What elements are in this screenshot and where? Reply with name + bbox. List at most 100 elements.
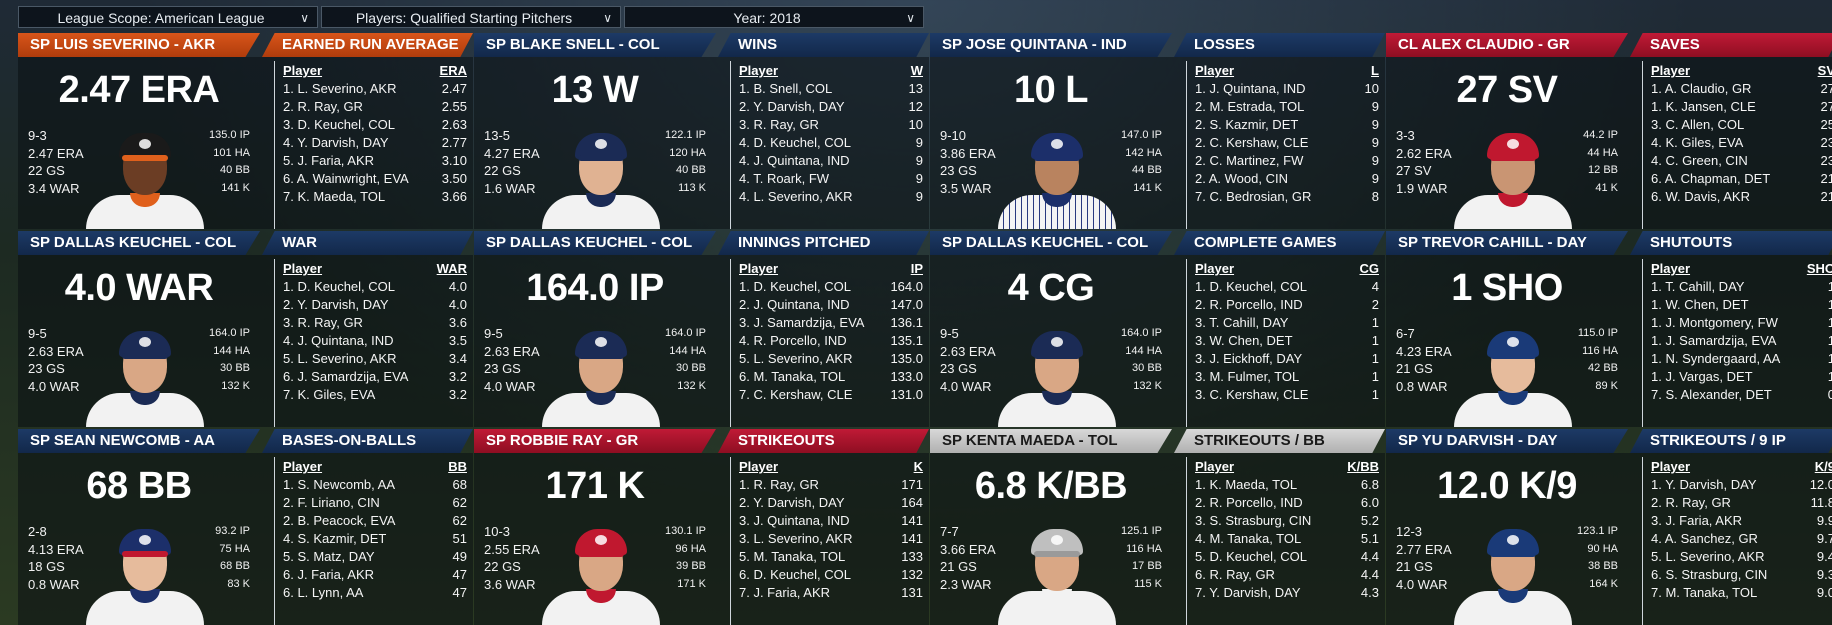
player-portrait[interactable] bbox=[542, 521, 660, 625]
table-row[interactable]: 1. T. Cahill, DAY 1 bbox=[1651, 278, 1832, 296]
table-row[interactable]: 1. J. Montgomery, FW 1 bbox=[1651, 314, 1832, 332]
table-row[interactable]: 2. C. Kershaw, CLE 9 bbox=[1195, 134, 1385, 152]
table-row[interactable]: 3. W. Chen, DET 1 bbox=[1195, 332, 1385, 350]
table-row[interactable]: 4. R. Porcello, IND 135.1 bbox=[739, 332, 929, 350]
table-row[interactable]: 4. K. Giles, EVA 23 bbox=[1651, 134, 1832, 152]
table-row[interactable]: 1. B. Snell, COL 13 bbox=[739, 80, 929, 98]
featured-player-header[interactable]: SP DALLAS KEUCHEL - COL bbox=[930, 231, 1172, 255]
leader-card[interactable]: SP LUIS SEVERINO - AKR EARNED RUN AVERAGE… bbox=[18, 33, 473, 229]
table-row[interactable]: 2. C. Martinez, FW 9 bbox=[1195, 152, 1385, 170]
table-row[interactable]: 1. D. Keuchel, COL 4.0 bbox=[283, 278, 473, 296]
table-row[interactable]: 4. Y. Darvish, DAY 2.77 bbox=[283, 134, 473, 152]
table-row[interactable]: 1. Y. Darvish, DAY 12.0 bbox=[1651, 476, 1832, 494]
table-row[interactable]: 3. J. Quintana, IND 141 bbox=[739, 512, 929, 530]
table-row[interactable]: 3. D. Keuchel, COL 2.63 bbox=[283, 116, 473, 134]
table-row[interactable]: 1. J. Vargas, DET 1 bbox=[1651, 368, 1832, 386]
player-portrait[interactable] bbox=[1454, 125, 1572, 229]
table-row[interactable]: 6. A. Wainwright, EVA 3.50 bbox=[283, 170, 473, 188]
table-row[interactable]: 1. R. Ray, GR 171 bbox=[739, 476, 929, 494]
featured-player-header[interactable]: SP DALLAS KEUCHEL - COL bbox=[474, 231, 716, 255]
leader-card[interactable]: SP SEAN NEWCOMB - AA BASES-ON-BALLS 68 BB 2… bbox=[18, 429, 473, 625]
player-portrait[interactable] bbox=[86, 521, 204, 625]
table-row[interactable]: 1. L. Severino, AKR 2.47 bbox=[283, 80, 473, 98]
table-row[interactable]: 4. C. Green, CIN 23 bbox=[1651, 152, 1832, 170]
table-row[interactable]: 6. M. Tanaka, TOL 133.0 bbox=[739, 368, 929, 386]
table-row[interactable]: 5. M. Tanaka, TOL 133 bbox=[739, 548, 929, 566]
table-row[interactable]: 6. J. Faria, AKR 47 bbox=[283, 566, 473, 584]
table-row[interactable]: 6. W. Davis, AKR 21 bbox=[1651, 188, 1832, 206]
table-row[interactable]: 4. A. Sanchez, GR 9.7 bbox=[1651, 530, 1832, 548]
table-row[interactable]: 4. S. Kazmir, DET 51 bbox=[283, 530, 473, 548]
table-row[interactable]: 6. A. Chapman, DET 21 bbox=[1651, 170, 1832, 188]
leader-card[interactable]: SP DALLAS KEUCHEL - COL WAR 4.0 WAR 9-5 2.63… bbox=[18, 231, 473, 427]
featured-player-header[interactable]: SP YU DARVISH - DAY bbox=[1386, 429, 1628, 453]
table-row[interactable]: 3. C. Allen, COL 25 bbox=[1651, 116, 1832, 134]
featured-player-header[interactable]: SP BLAKE SNELL - COL bbox=[474, 33, 716, 57]
table-row[interactable]: 7. J. Faria, AKR 131 bbox=[739, 584, 929, 602]
table-row[interactable]: 1. N. Syndergaard, AA 1 bbox=[1651, 350, 1832, 368]
table-row[interactable]: 2. A. Wood, CIN 9 bbox=[1195, 170, 1385, 188]
table-row[interactable]: 6. J. Samardzija, EVA 3.2 bbox=[283, 368, 473, 386]
table-row[interactable]: 3. L. Severino, AKR 141 bbox=[739, 530, 929, 548]
table-row[interactable]: 1. D. Keuchel, COL 164.0 bbox=[739, 278, 929, 296]
table-row[interactable]: 2. M. Estrada, TOL 9 bbox=[1195, 98, 1385, 116]
table-row[interactable]: 3. R. Ray, GR 10 bbox=[739, 116, 929, 134]
table-row[interactable]: 3. J. Eickhoff, DAY 1 bbox=[1195, 350, 1385, 368]
leader-card[interactable]: SP KENTA MAEDA - TOL STRIKEOUTS / BB 6.8 K… bbox=[930, 429, 1385, 625]
leader-card[interactable]: SP TREVOR CAHILL - DAY SHUTOUTS 1 SHO 6-7 4.… bbox=[1386, 231, 1832, 427]
table-row[interactable]: 3. C. Kershaw, CLE 1 bbox=[1195, 386, 1385, 404]
league-scope-dropdown[interactable]: League Scope: American League ∨ bbox=[18, 6, 318, 28]
table-row[interactable]: 2. R. Porcello, IND 2 bbox=[1195, 296, 1385, 314]
table-row[interactable]: 3. J. Samardzija, EVA 136.1 bbox=[739, 314, 929, 332]
table-row[interactable]: 5. D. Keuchel, COL 4.4 bbox=[1195, 548, 1385, 566]
table-row[interactable]: 7. C. Kershaw, CLE 131.0 bbox=[739, 386, 929, 404]
table-row[interactable]: 5. J. Faria, AKR 3.10 bbox=[283, 152, 473, 170]
table-row[interactable]: 1. W. Chen, DET 1 bbox=[1651, 296, 1832, 314]
leader-card[interactable]: SP DALLAS KEUCHEL - COL COMPLETE GAMES 4 C… bbox=[930, 231, 1385, 427]
table-row[interactable]: 4. J. Quintana, IND 9 bbox=[739, 152, 929, 170]
player-portrait[interactable] bbox=[542, 125, 660, 229]
table-row[interactable]: 1. S. Newcomb, AA 68 bbox=[283, 476, 473, 494]
leader-card[interactable]: SP DALLAS KEUCHEL - COL INNINGS PITCHED 16… bbox=[474, 231, 929, 427]
featured-player-header[interactable]: SP LUIS SEVERINO - AKR bbox=[18, 33, 260, 57]
leader-card[interactable]: SP YU DARVISH - DAY STRIKEOUTS / 9 IP 12.0… bbox=[1386, 429, 1832, 625]
player-portrait[interactable] bbox=[542, 323, 660, 427]
player-portrait[interactable] bbox=[86, 125, 204, 229]
featured-player-header[interactable]: CL ALEX CLAUDIO - GR bbox=[1386, 33, 1628, 57]
table-row[interactable]: 2. Y. Darvish, DAY 4.0 bbox=[283, 296, 473, 314]
table-row[interactable]: 2. S. Kazmir, DET 9 bbox=[1195, 116, 1385, 134]
leader-card[interactable]: SP ROBBIE RAY - GR STRIKEOUTS 171 K 10-3 2.5… bbox=[474, 429, 929, 625]
player-portrait[interactable] bbox=[998, 125, 1116, 229]
table-row[interactable]: 6. D. Keuchel, COL 132 bbox=[739, 566, 929, 584]
table-row[interactable]: 2. J. Quintana, IND 147.0 bbox=[739, 296, 929, 314]
table-row[interactable]: 5. L. Severino, AKR 135.0 bbox=[739, 350, 929, 368]
featured-player-header[interactable]: SP SEAN NEWCOMB - AA bbox=[18, 429, 260, 453]
table-row[interactable]: 5. S. Matz, DAY 49 bbox=[283, 548, 473, 566]
featured-player-header[interactable]: SP KENTA MAEDA - TOL bbox=[930, 429, 1172, 453]
table-row[interactable]: 1. J. Samardzija, EVA 1 bbox=[1651, 332, 1832, 350]
player-portrait[interactable] bbox=[998, 323, 1116, 427]
featured-player-header[interactable]: SP TREVOR CAHILL - DAY bbox=[1386, 231, 1628, 255]
table-row[interactable]: 2. R. Ray, GR 11.8 bbox=[1651, 494, 1832, 512]
table-row[interactable]: 7. M. Tanaka, TOL 9.0 bbox=[1651, 584, 1832, 602]
table-row[interactable]: 3. T. Cahill, DAY 1 bbox=[1195, 314, 1385, 332]
table-row[interactable]: 4. L. Severino, AKR 9 bbox=[739, 188, 929, 206]
table-row[interactable]: 7. S. Alexander, DET 0 bbox=[1651, 386, 1832, 404]
table-row[interactable]: 6. R. Ray, GR 4.4 bbox=[1195, 566, 1385, 584]
featured-player-header[interactable]: SP ROBBIE RAY - GR bbox=[474, 429, 716, 453]
table-row[interactable]: 2. Y. Darvish, DAY 164 bbox=[739, 494, 929, 512]
table-row[interactable]: 2. Y. Darvish, DAY 12 bbox=[739, 98, 929, 116]
table-row[interactable]: 4. D. Keuchel, COL 9 bbox=[739, 134, 929, 152]
featured-player-header[interactable]: SP DALLAS KEUCHEL - COL bbox=[18, 231, 260, 255]
table-row[interactable]: 2. R. Porcello, IND 6.0 bbox=[1195, 494, 1385, 512]
player-portrait[interactable] bbox=[1454, 323, 1572, 427]
table-row[interactable]: 6. L. Lynn, AA 47 bbox=[283, 584, 473, 602]
table-row[interactable]: 7. K. Maeda, TOL 3.66 bbox=[283, 188, 473, 206]
table-row[interactable]: 5. L. Severino, AKR 3.4 bbox=[283, 350, 473, 368]
table-row[interactable]: 1. K. Maeda, TOL 6.8 bbox=[1195, 476, 1385, 494]
table-row[interactable]: 1. D. Keuchel, COL 4 bbox=[1195, 278, 1385, 296]
table-row[interactable]: 7. Y. Darvish, DAY 4.3 bbox=[1195, 584, 1385, 602]
leader-card[interactable]: SP JOSE QUINTANA - IND LOSSES 10 L 9-10 3.86… bbox=[930, 33, 1385, 229]
table-row[interactable]: 7. C. Bedrosian, GR 8 bbox=[1195, 188, 1385, 206]
table-row[interactable]: 5. L. Severino, AKR 9.4 bbox=[1651, 548, 1832, 566]
